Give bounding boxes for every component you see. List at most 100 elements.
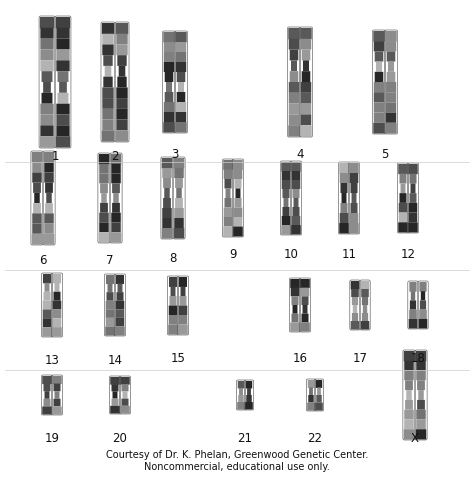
FancyBboxPatch shape (302, 50, 310, 60)
FancyBboxPatch shape (110, 406, 120, 413)
FancyBboxPatch shape (419, 319, 427, 329)
Text: 21: 21 (237, 432, 253, 445)
FancyBboxPatch shape (175, 198, 183, 208)
FancyBboxPatch shape (416, 429, 426, 440)
FancyBboxPatch shape (120, 406, 130, 413)
FancyBboxPatch shape (291, 162, 301, 171)
FancyBboxPatch shape (361, 289, 369, 297)
FancyBboxPatch shape (399, 203, 407, 213)
FancyBboxPatch shape (289, 93, 299, 103)
FancyBboxPatch shape (235, 179, 242, 189)
FancyBboxPatch shape (352, 193, 356, 203)
FancyBboxPatch shape (410, 193, 417, 203)
FancyBboxPatch shape (290, 71, 298, 82)
FancyBboxPatch shape (283, 198, 289, 207)
FancyBboxPatch shape (43, 82, 51, 93)
Text: 22: 22 (308, 432, 322, 445)
FancyBboxPatch shape (169, 315, 177, 324)
FancyBboxPatch shape (234, 170, 242, 179)
FancyBboxPatch shape (179, 277, 187, 287)
FancyBboxPatch shape (55, 283, 59, 292)
FancyBboxPatch shape (118, 284, 122, 292)
FancyBboxPatch shape (102, 23, 114, 34)
FancyBboxPatch shape (362, 313, 368, 321)
FancyBboxPatch shape (102, 98, 114, 109)
FancyBboxPatch shape (40, 114, 54, 125)
FancyBboxPatch shape (233, 227, 243, 237)
FancyBboxPatch shape (316, 380, 322, 388)
Text: 12: 12 (401, 248, 416, 261)
FancyBboxPatch shape (116, 34, 128, 45)
FancyBboxPatch shape (418, 390, 424, 400)
Text: 9: 9 (229, 248, 237, 261)
FancyBboxPatch shape (237, 402, 245, 410)
FancyBboxPatch shape (419, 282, 427, 292)
FancyBboxPatch shape (40, 28, 54, 39)
FancyBboxPatch shape (111, 399, 118, 406)
FancyBboxPatch shape (116, 23, 128, 34)
FancyBboxPatch shape (44, 292, 51, 300)
FancyBboxPatch shape (116, 45, 128, 55)
FancyBboxPatch shape (45, 391, 49, 399)
FancyBboxPatch shape (45, 203, 53, 213)
FancyBboxPatch shape (224, 170, 232, 179)
FancyBboxPatch shape (180, 296, 186, 306)
FancyBboxPatch shape (238, 381, 244, 388)
FancyBboxPatch shape (44, 152, 54, 163)
FancyBboxPatch shape (225, 198, 231, 207)
FancyBboxPatch shape (170, 296, 176, 306)
FancyBboxPatch shape (162, 168, 172, 178)
FancyBboxPatch shape (302, 71, 310, 82)
FancyBboxPatch shape (281, 162, 291, 171)
FancyBboxPatch shape (246, 381, 252, 388)
FancyBboxPatch shape (162, 208, 172, 218)
FancyBboxPatch shape (410, 174, 417, 183)
FancyBboxPatch shape (224, 207, 232, 217)
FancyBboxPatch shape (56, 114, 70, 125)
FancyBboxPatch shape (162, 228, 172, 239)
Text: 15: 15 (171, 352, 185, 365)
FancyBboxPatch shape (44, 399, 51, 406)
FancyBboxPatch shape (42, 406, 52, 414)
FancyBboxPatch shape (176, 112, 186, 122)
FancyBboxPatch shape (118, 77, 127, 87)
FancyBboxPatch shape (421, 291, 425, 300)
FancyBboxPatch shape (57, 93, 68, 103)
FancyBboxPatch shape (176, 188, 182, 198)
FancyBboxPatch shape (117, 292, 124, 301)
FancyBboxPatch shape (282, 180, 290, 189)
FancyBboxPatch shape (246, 395, 252, 402)
FancyBboxPatch shape (33, 182, 41, 193)
FancyBboxPatch shape (245, 402, 253, 410)
FancyBboxPatch shape (225, 179, 231, 189)
FancyBboxPatch shape (175, 32, 187, 43)
FancyBboxPatch shape (352, 313, 358, 321)
Text: 5: 5 (381, 148, 389, 161)
FancyBboxPatch shape (373, 123, 385, 134)
FancyBboxPatch shape (102, 120, 114, 130)
FancyBboxPatch shape (406, 390, 412, 400)
FancyBboxPatch shape (46, 193, 52, 203)
Text: 17: 17 (353, 352, 367, 365)
FancyBboxPatch shape (40, 103, 54, 114)
FancyBboxPatch shape (281, 225, 291, 235)
FancyBboxPatch shape (351, 321, 359, 330)
FancyBboxPatch shape (111, 232, 121, 242)
FancyBboxPatch shape (176, 42, 186, 52)
FancyBboxPatch shape (417, 380, 425, 390)
FancyBboxPatch shape (226, 189, 230, 198)
FancyBboxPatch shape (387, 72, 395, 82)
FancyBboxPatch shape (223, 160, 233, 170)
FancyBboxPatch shape (174, 158, 184, 169)
FancyBboxPatch shape (401, 183, 405, 193)
FancyBboxPatch shape (43, 274, 51, 284)
FancyBboxPatch shape (340, 203, 347, 213)
FancyBboxPatch shape (293, 198, 299, 207)
FancyBboxPatch shape (289, 103, 299, 114)
FancyBboxPatch shape (107, 292, 113, 301)
FancyBboxPatch shape (292, 207, 300, 216)
FancyBboxPatch shape (174, 168, 184, 178)
FancyBboxPatch shape (115, 326, 125, 335)
FancyBboxPatch shape (404, 351, 414, 361)
FancyBboxPatch shape (303, 60, 309, 71)
